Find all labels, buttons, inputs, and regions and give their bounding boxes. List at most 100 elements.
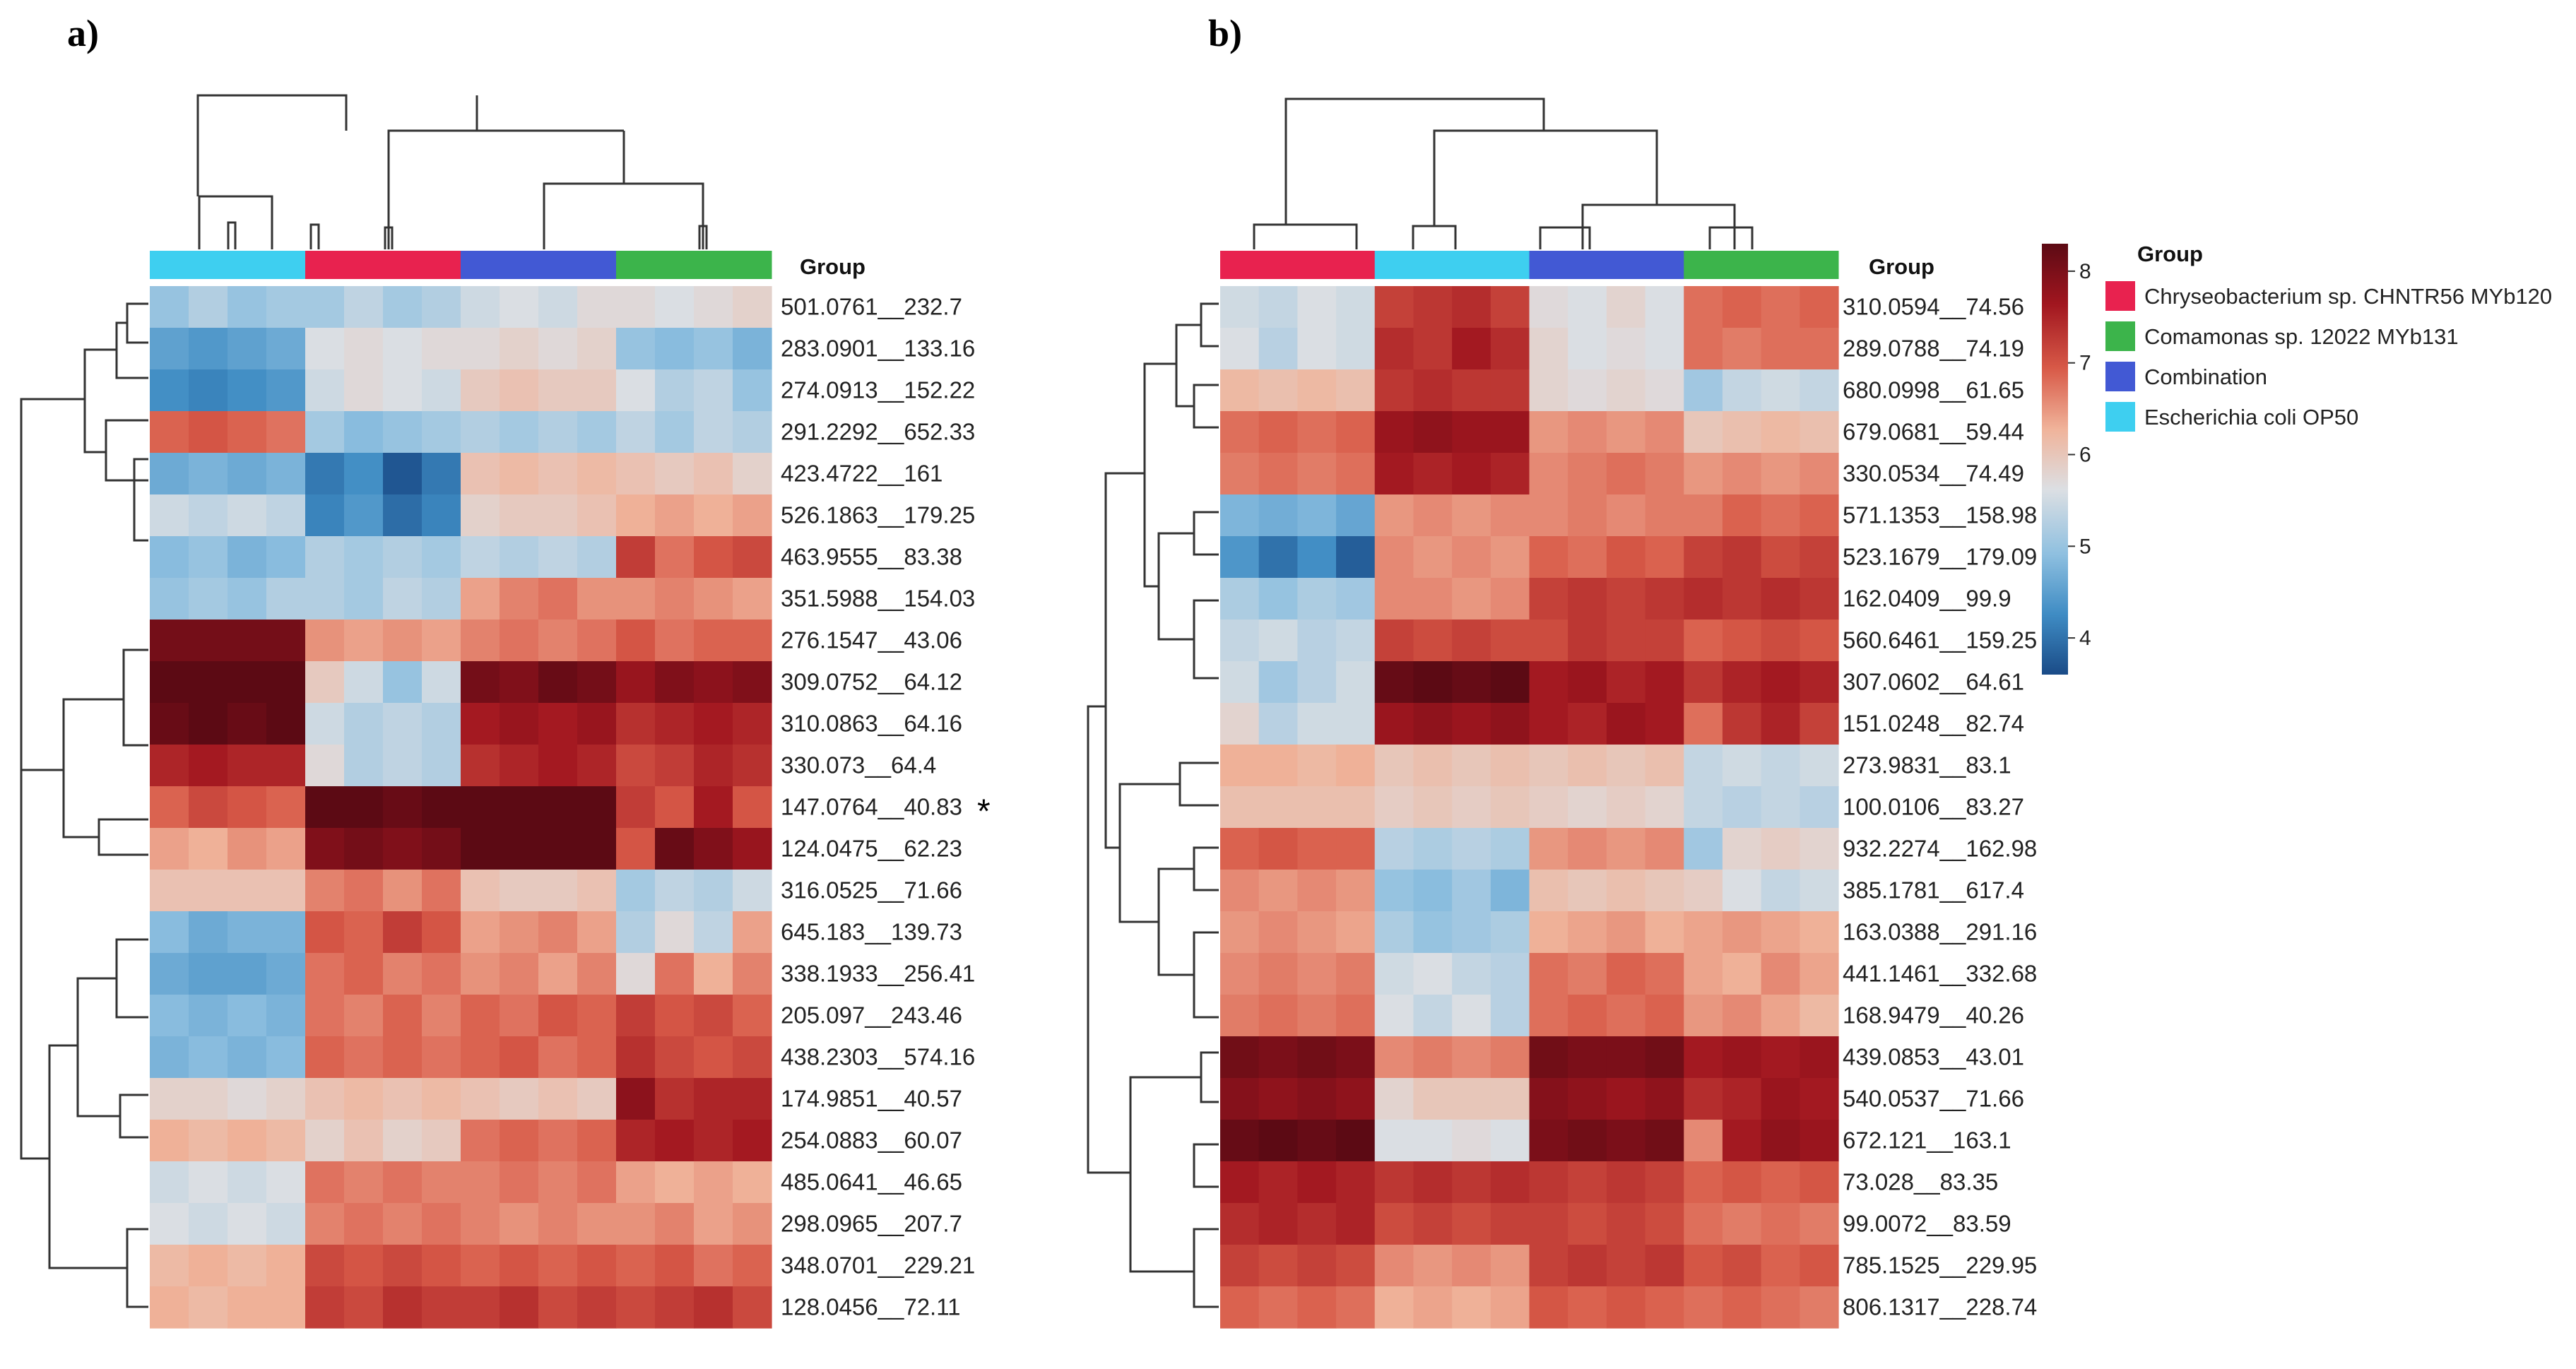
heatmap-cell xyxy=(189,1161,228,1204)
heatmap-cell xyxy=(1336,1120,1376,1162)
heatmap-cell xyxy=(1722,661,1762,704)
heatmap-cell xyxy=(1374,1286,1414,1329)
heatmap-cell xyxy=(694,703,733,745)
heatmap-cell xyxy=(577,286,617,328)
column-dendrogram-a xyxy=(196,94,708,249)
heatmap-cell xyxy=(1529,1286,1568,1329)
heatmap-cell xyxy=(1761,1036,1800,1079)
heatmap-cell xyxy=(1413,661,1453,704)
heatmap-cell xyxy=(1684,1078,1723,1120)
heatmap-cell xyxy=(1490,369,1530,412)
heatmap-cell xyxy=(1220,286,1260,328)
heatmap-cell xyxy=(1490,995,1530,1037)
heatmap-cell xyxy=(1568,578,1607,620)
heatmap-cell xyxy=(422,494,461,537)
heatmap-cell xyxy=(305,786,345,829)
heatmap-cell xyxy=(616,369,656,412)
panel-label-a: a) xyxy=(67,12,99,54)
heatmap-cell xyxy=(733,536,772,579)
heatmap-cell xyxy=(305,578,345,620)
heatmap-cell xyxy=(1374,745,1414,787)
heatmap-cell xyxy=(1452,870,1491,912)
heatmap-cell xyxy=(616,745,656,787)
heatmap-cell xyxy=(1490,411,1530,454)
heatmap-cell xyxy=(1374,411,1414,454)
heatmap-cell xyxy=(266,620,306,662)
heatmap-cell xyxy=(1297,1036,1337,1079)
heatmap-cell xyxy=(1374,1078,1414,1120)
heatmap-cell xyxy=(616,786,656,829)
heatmap-cell xyxy=(189,1203,228,1245)
heatmap-cell xyxy=(1606,703,1646,745)
heatmap-cell xyxy=(150,453,189,495)
heatmap-cell xyxy=(1606,786,1646,829)
heatmap-cell xyxy=(1568,661,1607,704)
row-label: 163.0388__291.16 xyxy=(1843,919,2037,945)
heatmap-cell xyxy=(344,661,384,704)
heatmap-cell xyxy=(150,1203,189,1245)
heatmap-cell xyxy=(616,620,656,662)
heatmap-cell xyxy=(1297,870,1337,912)
heatmap-cell xyxy=(1220,661,1260,704)
heatmap-cell xyxy=(1761,1286,1800,1329)
heatmap-cell xyxy=(266,870,306,912)
heatmap-cell xyxy=(1684,1161,1723,1204)
row-dendrogram-b xyxy=(1087,302,1219,1308)
heatmap-cell xyxy=(344,870,384,912)
heatmap-cell xyxy=(1800,328,1839,370)
heatmap-cell xyxy=(305,661,345,704)
scale-tick-label: 4 xyxy=(2079,627,2091,650)
heatmap-cell xyxy=(305,620,345,662)
heatmap-cell xyxy=(500,828,539,870)
row-label: 526.1863__179.25 xyxy=(781,502,975,528)
heatmap-cell xyxy=(1297,995,1337,1037)
heatmap-cell xyxy=(344,786,384,829)
heatmap-cell xyxy=(228,995,267,1037)
heatmap-cell xyxy=(150,661,189,704)
heatmap-cell xyxy=(577,870,617,912)
heatmap-cell xyxy=(1452,911,1491,954)
heatmap-cell xyxy=(1336,369,1376,412)
heatmap-cell xyxy=(694,620,733,662)
heatmap-cell xyxy=(1297,1120,1337,1162)
heatmap-cell xyxy=(1258,536,1298,579)
row-label: 73.028__83.35 xyxy=(1843,1169,1998,1195)
heatmap-cell xyxy=(500,1245,539,1287)
group-legend: Group Chryseobacterium sp. CHNTR56 MYb12… xyxy=(2105,242,2552,432)
heatmap-cell xyxy=(344,286,384,328)
heatmap-cell xyxy=(1374,1161,1414,1204)
heatmap-cell xyxy=(1452,1161,1491,1204)
heatmap-cell xyxy=(383,703,423,745)
heatmap-cell xyxy=(1413,620,1453,662)
heatmap-cell xyxy=(694,1245,733,1287)
group-color-bar-b xyxy=(1220,251,1839,279)
heatmap-cell xyxy=(1374,578,1414,620)
heatmap-cell xyxy=(1761,494,1800,537)
heatmap-cell xyxy=(694,995,733,1037)
heatmap-cell xyxy=(189,411,228,454)
heatmap-cell xyxy=(1722,453,1762,495)
heatmap-cell xyxy=(538,661,578,704)
heatmap-cell xyxy=(733,494,772,537)
heatmap-cell xyxy=(616,1161,656,1204)
heatmap-cell xyxy=(1374,1245,1414,1287)
heatmap-cell xyxy=(1568,494,1607,537)
heatmap-cell xyxy=(461,1203,500,1245)
row-label: 274.0913__152.22 xyxy=(781,377,975,403)
heatmap-cell xyxy=(266,536,306,579)
heatmap-cell xyxy=(344,828,384,870)
heatmap-cell xyxy=(228,1245,267,1287)
heatmap-cell xyxy=(1606,286,1646,328)
heatmap-cell xyxy=(228,1036,267,1079)
heatmap-cell xyxy=(189,786,228,829)
heatmap-cell xyxy=(422,1203,461,1245)
heatmap-cell xyxy=(383,1161,423,1204)
heatmap-cell xyxy=(228,328,267,370)
heatmap-cell xyxy=(1297,1286,1337,1329)
heatmap-cell xyxy=(616,828,656,870)
heatmap-cell xyxy=(577,328,617,370)
row-label: 540.0537__71.66 xyxy=(1843,1086,2024,1112)
heatmap-cell xyxy=(1761,536,1800,579)
heatmap-cell xyxy=(1374,369,1414,412)
heatmap-cell xyxy=(1606,911,1646,954)
